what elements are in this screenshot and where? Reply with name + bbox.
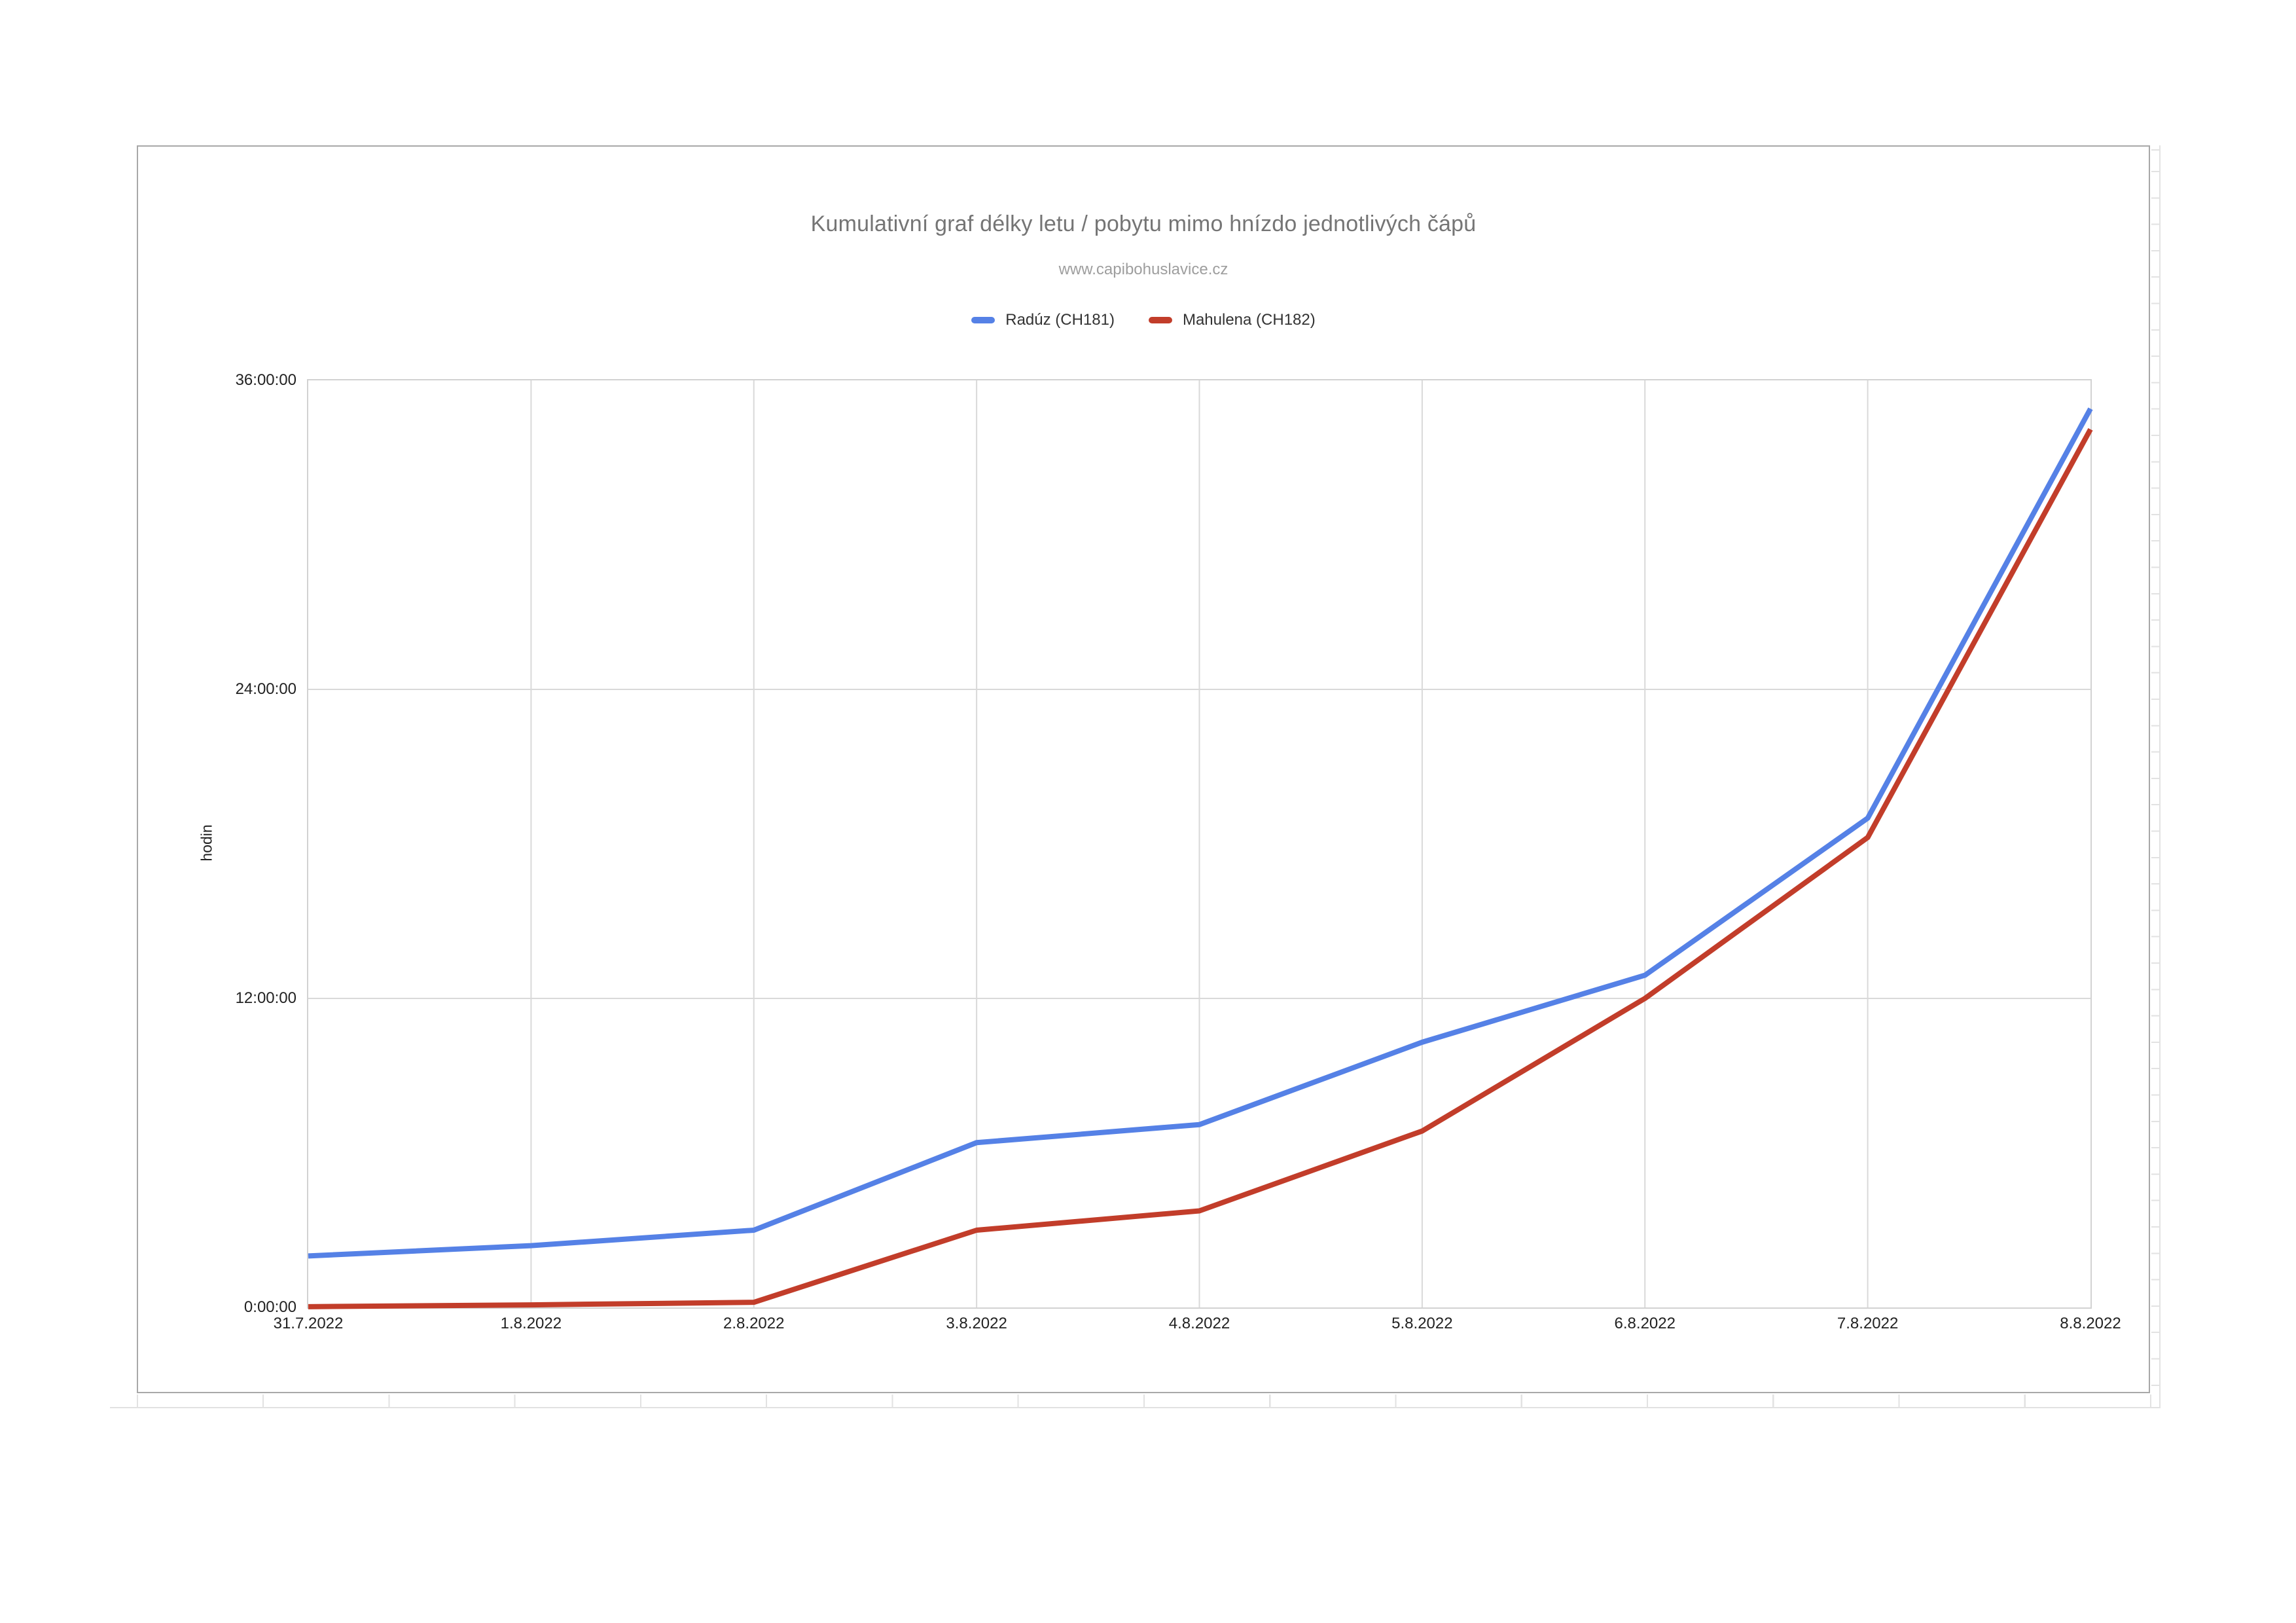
chart-legend: Radúz (CH181) Mahulena (CH182)	[138, 309, 2149, 331]
x-axis-tick-label: 5.8.2022	[1391, 1315, 1453, 1332]
x-axis-tick-label: 8.8.2022	[2060, 1315, 2121, 1332]
y-axis-tick-label: 12:00:00	[235, 989, 296, 1007]
x-axis-tick-label: 1.8.2022	[500, 1315, 562, 1332]
sheet-bottom-cells-row[interactable]	[110, 1395, 2161, 1408]
chart-object[interactable]: Kumulativní graf délky letu / pobytu mim…	[137, 145, 2150, 1393]
line-chart	[308, 380, 2093, 1309]
x-axis-tick-label: 6.8.2022	[1614, 1315, 1676, 1332]
series-line-0	[308, 407, 2093, 1259]
legend-item-raduz: Radúz (CH181)	[971, 311, 1115, 329]
plot-area	[307, 379, 2093, 1309]
y-axis-title: hodin	[198, 824, 215, 862]
x-axis-tick-label: 31.7.2022	[273, 1315, 344, 1332]
y-axis-tick-label: 24:00:00	[235, 680, 296, 698]
x-axis-tick-label: 4.8.2022	[1168, 1315, 1230, 1332]
chart-subtitle: www.capibohuslavice.cz	[1058, 261, 1229, 278]
chart-title: Kumulativní graf délky letu / pobytu mim…	[810, 211, 1477, 236]
sheet-right-cells-column[interactable]	[2151, 145, 2161, 1407]
x-axis-tick-label: 2.8.2022	[723, 1315, 785, 1332]
x-axis-tick-label: 3.8.2022	[946, 1315, 1007, 1332]
series-line-1	[308, 428, 2093, 1309]
y-axis-tick-label: 36:00:00	[235, 371, 296, 389]
legend-swatch-mahulena-icon	[1148, 317, 1172, 323]
legend-label-mahulena: Mahulena (CH182)	[1182, 311, 1316, 329]
legend-swatch-raduz-icon	[971, 317, 996, 323]
legend-item-mahulena: Mahulena (CH182)	[1148, 311, 1316, 329]
legend-label-raduz: Radúz (CH181)	[1005, 311, 1115, 329]
x-axis-tick-label: 7.8.2022	[1837, 1315, 1899, 1332]
y-axis-tick-label: 0:00:00	[243, 1298, 296, 1316]
